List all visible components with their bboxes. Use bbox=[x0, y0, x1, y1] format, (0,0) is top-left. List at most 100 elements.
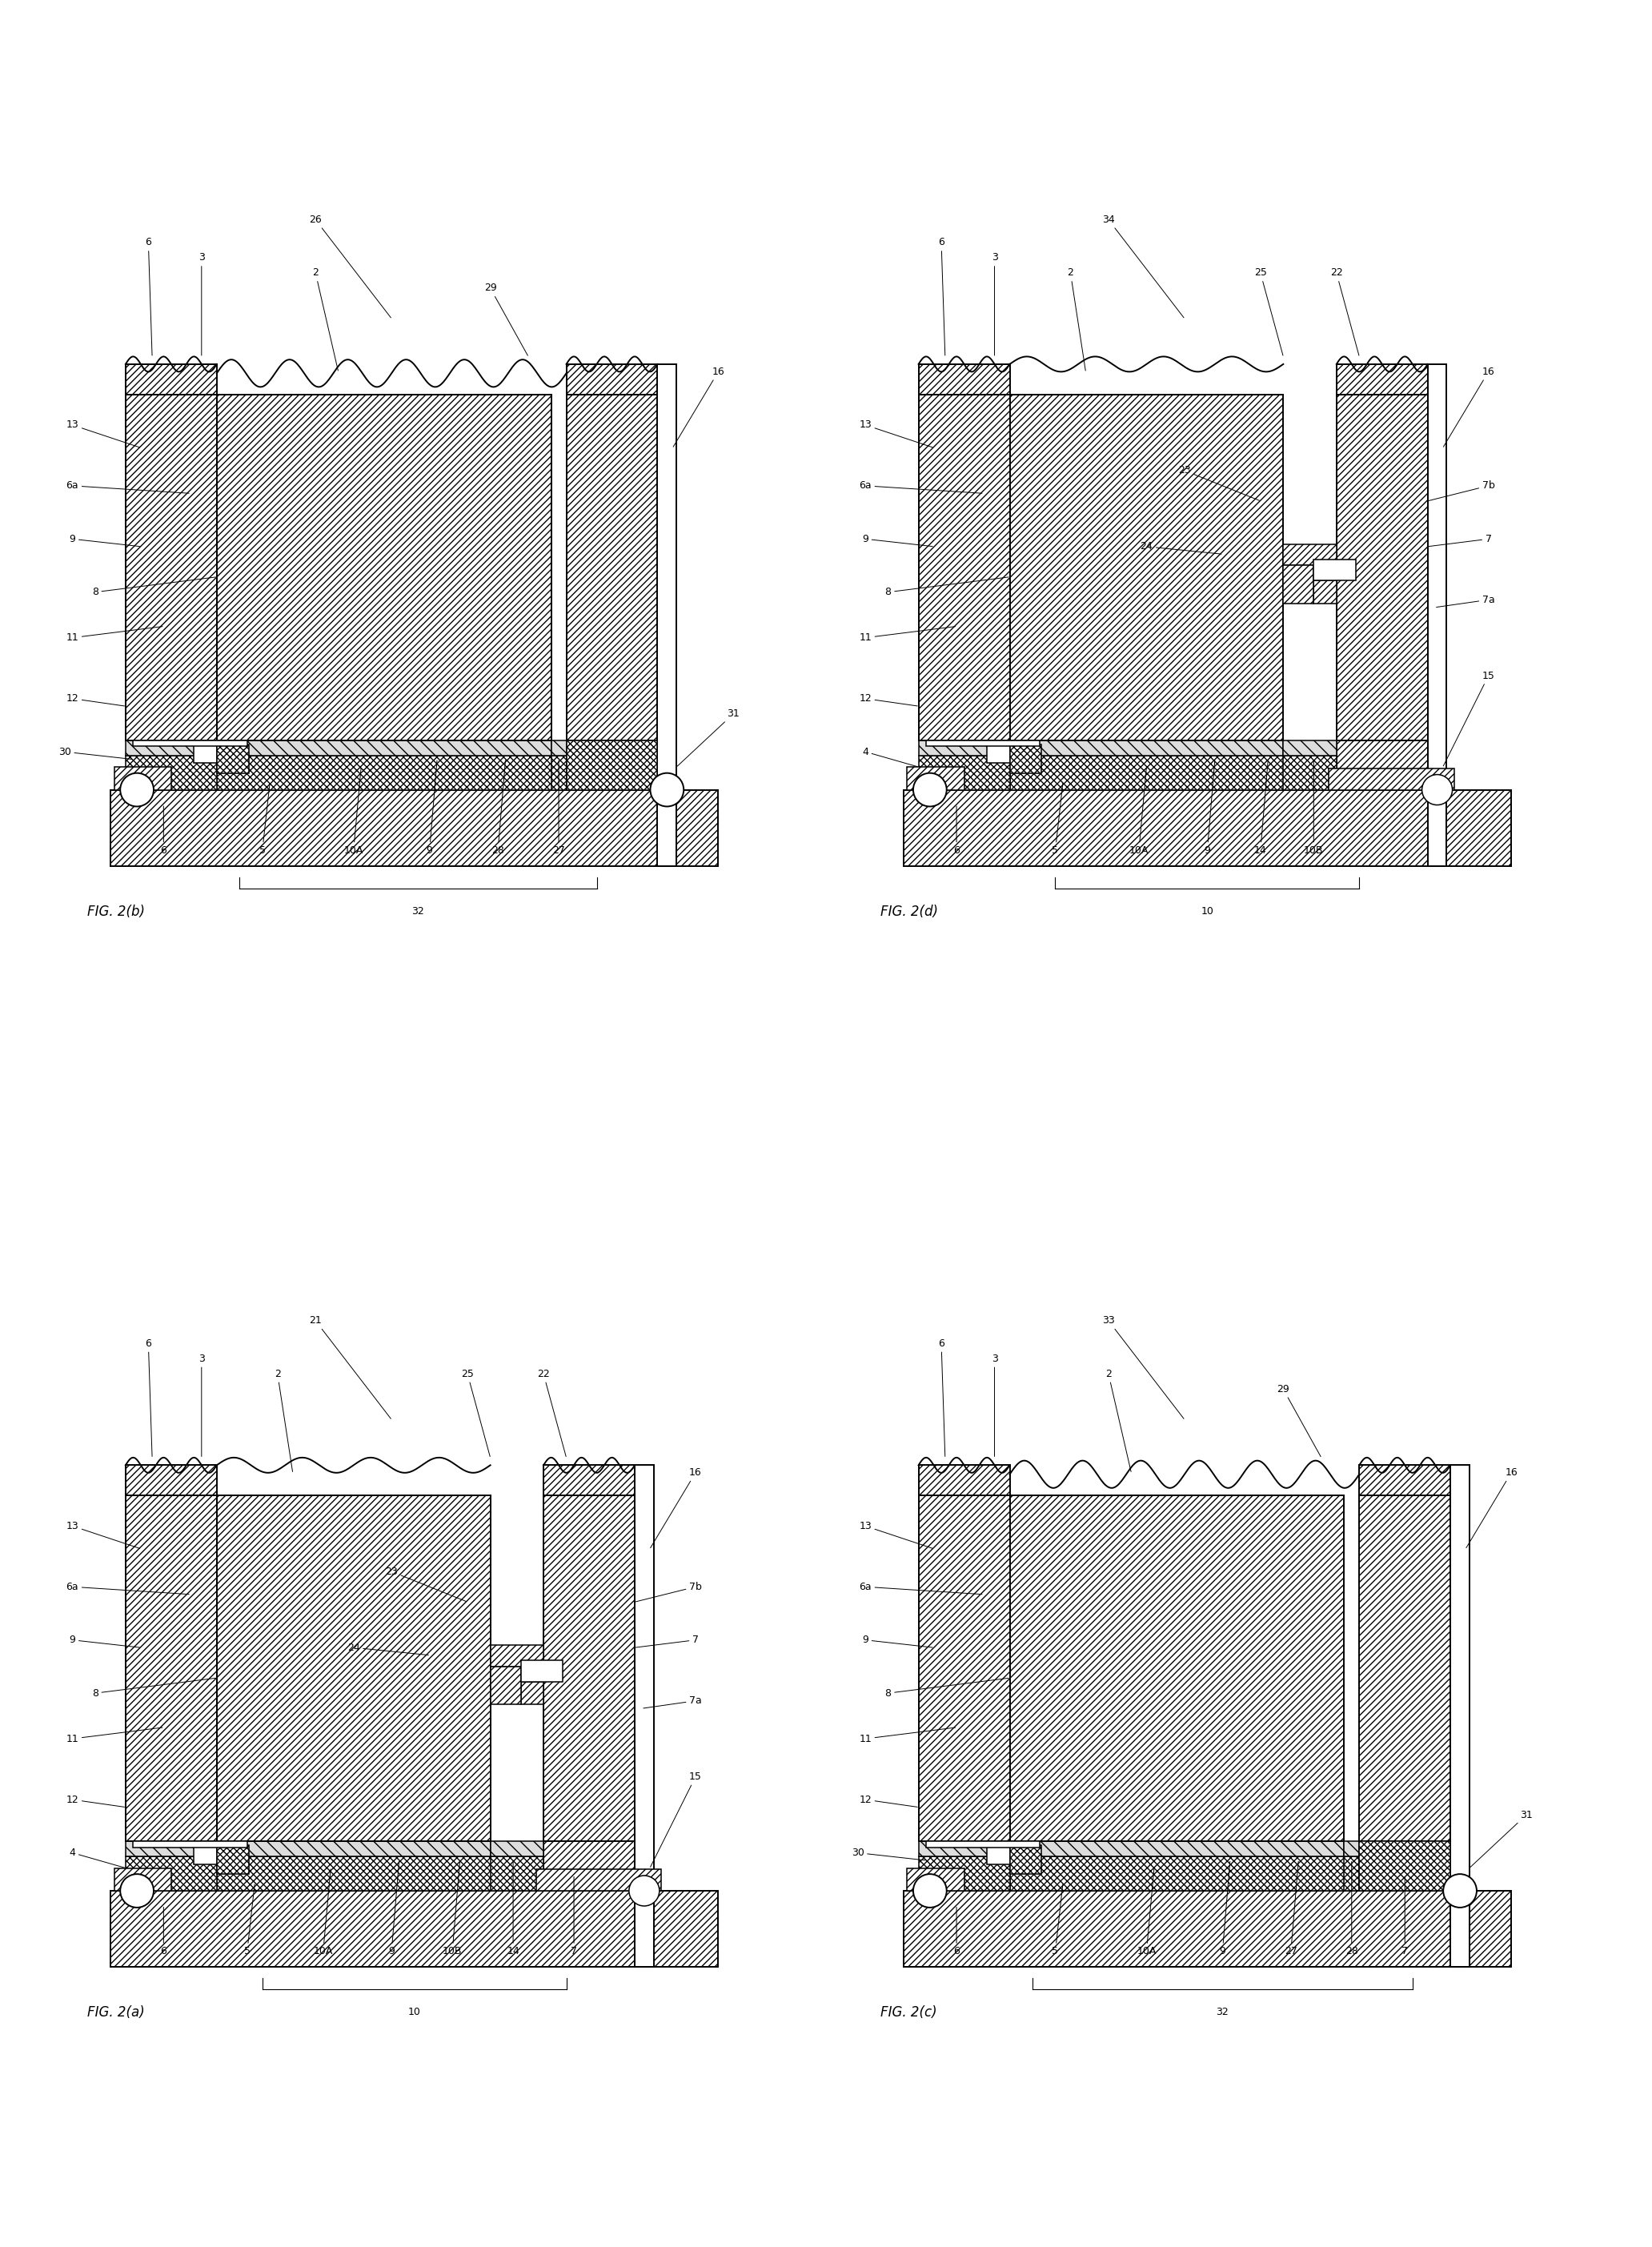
Text: 25: 25 bbox=[1254, 267, 1284, 355]
Text: FIG. 2(c): FIG. 2(c) bbox=[881, 2007, 937, 2020]
Text: 3: 3 bbox=[991, 252, 998, 355]
Bar bbox=[114, 766, 172, 789]
Bar bbox=[1345, 1856, 1360, 1890]
Text: 7b: 7b bbox=[636, 1582, 702, 1602]
Text: 9: 9 bbox=[1219, 1861, 1231, 1957]
Text: 3: 3 bbox=[198, 252, 205, 355]
Bar bbox=[1427, 364, 1447, 865]
Text: 15: 15 bbox=[651, 1771, 702, 1867]
Circle shape bbox=[914, 1874, 947, 1908]
Text: FIG. 2(d): FIG. 2(d) bbox=[881, 906, 938, 919]
Text: 7: 7 bbox=[1401, 1876, 1408, 1957]
Text: 21: 21 bbox=[309, 1314, 392, 1418]
Text: 12: 12 bbox=[66, 1795, 124, 1807]
Bar bbox=[491, 1840, 544, 1856]
Text: 11: 11 bbox=[66, 627, 162, 643]
Bar bbox=[126, 1465, 216, 1497]
Circle shape bbox=[651, 773, 684, 807]
Text: 32: 32 bbox=[1216, 2007, 1229, 2018]
Text: 3: 3 bbox=[198, 1353, 205, 1456]
Text: 10A: 10A bbox=[314, 1870, 334, 1957]
Bar bbox=[111, 789, 719, 865]
Text: 6: 6 bbox=[160, 1908, 167, 1957]
Text: 28: 28 bbox=[492, 759, 506, 856]
Text: 13: 13 bbox=[66, 1521, 140, 1548]
Text: 4: 4 bbox=[862, 746, 917, 766]
Text: 30: 30 bbox=[58, 746, 132, 759]
Text: 10B: 10B bbox=[1303, 759, 1323, 856]
Bar bbox=[1009, 755, 1336, 789]
Bar bbox=[544, 1465, 634, 1497]
Text: 2: 2 bbox=[312, 267, 339, 371]
Text: 16: 16 bbox=[1444, 366, 1495, 447]
Bar bbox=[986, 739, 1009, 764]
Text: 9: 9 bbox=[426, 759, 438, 856]
Bar bbox=[657, 364, 677, 865]
Text: 14: 14 bbox=[507, 1861, 519, 1957]
Bar bbox=[1336, 739, 1427, 789]
Bar bbox=[1336, 364, 1427, 395]
Bar bbox=[907, 1867, 965, 1890]
Bar bbox=[134, 1840, 248, 1847]
Text: 6: 6 bbox=[953, 1908, 960, 1957]
Circle shape bbox=[629, 1876, 659, 1905]
Text: 6: 6 bbox=[145, 238, 152, 355]
Text: 33: 33 bbox=[1102, 1314, 1184, 1418]
Text: 7a: 7a bbox=[643, 1696, 702, 1708]
Bar bbox=[193, 1840, 216, 1865]
Text: 2: 2 bbox=[1067, 267, 1085, 371]
Text: 5: 5 bbox=[259, 784, 269, 856]
Bar bbox=[111, 1890, 719, 1966]
Text: 7: 7 bbox=[636, 1636, 699, 1647]
Bar bbox=[919, 364, 1009, 395]
Bar bbox=[216, 744, 249, 773]
Text: 11: 11 bbox=[859, 627, 955, 643]
Text: 7a: 7a bbox=[1436, 595, 1495, 607]
Bar bbox=[1284, 755, 1336, 789]
Bar bbox=[1009, 1845, 1042, 1874]
Text: 4: 4 bbox=[69, 1847, 124, 1867]
Text: 9: 9 bbox=[1204, 759, 1214, 856]
Text: 24: 24 bbox=[1140, 542, 1221, 555]
Bar bbox=[126, 395, 216, 739]
Text: 10B: 10B bbox=[443, 1861, 463, 1957]
Bar bbox=[1009, 395, 1284, 739]
Text: 14: 14 bbox=[1254, 759, 1269, 856]
Text: 15: 15 bbox=[1444, 670, 1495, 766]
Text: 12: 12 bbox=[66, 694, 124, 706]
Bar bbox=[552, 755, 567, 789]
Bar bbox=[114, 1867, 172, 1890]
Text: 9: 9 bbox=[862, 535, 933, 546]
Bar bbox=[126, 1497, 216, 1840]
Text: 27: 27 bbox=[552, 759, 565, 856]
Bar bbox=[567, 739, 657, 789]
Text: 22: 22 bbox=[1330, 267, 1360, 355]
Circle shape bbox=[121, 773, 154, 807]
Bar bbox=[216, 1856, 544, 1890]
Bar bbox=[567, 364, 657, 395]
Bar bbox=[919, 1465, 1009, 1497]
Bar bbox=[1009, 744, 1042, 773]
Bar bbox=[216, 755, 567, 789]
Bar bbox=[491, 1667, 520, 1705]
Bar bbox=[544, 1497, 634, 1840]
Bar bbox=[193, 739, 216, 764]
Bar bbox=[919, 755, 1009, 789]
Text: 5: 5 bbox=[1052, 1885, 1062, 1957]
Text: 10A: 10A bbox=[1137, 1870, 1156, 1957]
Bar bbox=[126, 739, 552, 755]
Text: 6a: 6a bbox=[66, 1582, 188, 1595]
Bar bbox=[126, 755, 216, 789]
Circle shape bbox=[121, 1874, 154, 1908]
Text: 34: 34 bbox=[1102, 213, 1184, 317]
Bar bbox=[1284, 566, 1313, 604]
Text: 6: 6 bbox=[145, 1339, 152, 1456]
Text: 22: 22 bbox=[537, 1368, 567, 1456]
Bar bbox=[927, 739, 1041, 746]
Bar bbox=[1284, 739, 1336, 755]
Bar bbox=[567, 739, 657, 789]
Circle shape bbox=[1444, 1874, 1477, 1908]
Bar bbox=[904, 1890, 1512, 1966]
Text: 11: 11 bbox=[66, 1728, 162, 1744]
Bar bbox=[126, 364, 216, 395]
